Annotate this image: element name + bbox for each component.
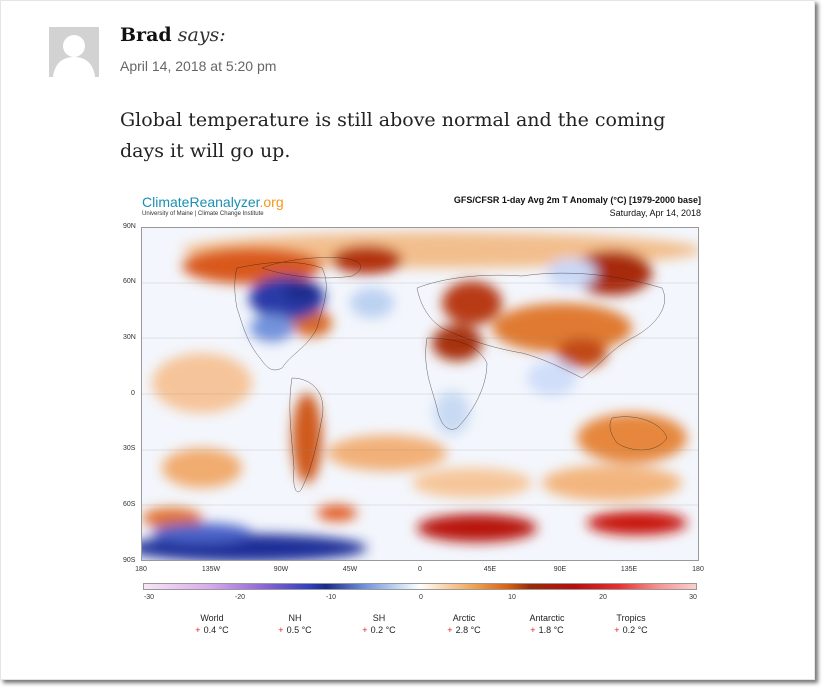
logo-main: ClimateReanalyzer [142,194,260,210]
stat-label: Antarctic [529,613,565,623]
lat-label-0: 0 [131,390,135,397]
stat-value: 0.5 °C [286,625,312,635]
lat-label-90s: 90S [123,557,136,564]
map-title: GFS/CFSR 1-day Avg 2m T Anomaly (°C) [19… [453,195,701,205]
stat-world: World +0.4 °C [177,613,247,635]
climate-reanalyzer-logo: ClimateReanalyzer.org [142,194,284,210]
lon-label-45w: 45W [342,566,358,573]
stat-label: Arctic [452,613,476,623]
stat-value: 2.8 °C [455,625,481,635]
lat-label-30s: 30S [123,445,136,452]
stat-value: 0.4 °C [203,625,229,635]
stat-sh: SH +0.2 °C [344,613,414,635]
plus-sign: + [362,625,368,635]
lat-label-30n: 30N [123,334,136,341]
colorbar-tick: -30 [143,594,155,601]
comment-text: Global temperature is still above normal… [120,109,666,162]
comment-card: Brad says: April 14, 2018 at 5:20 pm Glo… [0,0,815,680]
lon-label-135w: 135W [201,566,221,573]
stat-antarctic: Antarctic +1.8 °C [512,613,582,635]
stat-label: World [200,613,224,623]
author-name[interactable]: Brad [120,24,172,46]
colorbar-tick: -10 [325,594,337,601]
colorbar-tick: 0 [419,594,423,601]
stat-value: 0.2 °C [370,625,396,635]
colorbar-tick: -20 [234,594,246,601]
lon-label-0: 0 [418,566,422,573]
stat-value: 0.2 °C [622,625,648,635]
lat-label-90n: 90N [123,223,136,230]
logo-org: .org [259,194,284,210]
plus-sign: + [530,625,536,635]
plus-sign: + [614,625,620,635]
stat-label: SH [372,613,386,623]
default-user-icon [53,35,95,77]
anomaly-map [141,227,699,561]
lat-label-60n: 60N [123,278,136,285]
lat-label-60s: 60S [123,501,136,508]
temperature-anomaly-figure: ClimateReanalyzer.org University of Main… [119,185,713,645]
lon-label-180e: 180 [692,566,704,573]
colorbar-tick: 10 [508,594,516,601]
lon-label-90w: 90W [273,566,289,573]
map-date: Saturday, Apr 14, 2018 [609,208,701,218]
lon-label-135e: 135E [620,566,638,573]
plus-sign: + [278,625,284,635]
plus-sign: + [447,625,453,635]
stat-value: 1.8 °C [538,625,564,635]
stat-label: NH [288,613,302,623]
stat-tropics: Tropics +0.2 °C [596,613,666,635]
colorbar [143,583,697,590]
world-map-image [142,228,698,560]
stat-arctic: Arctic +2.8 °C [429,613,499,635]
stat-nh: NH +0.5 °C [260,613,330,635]
avatar[interactable] [49,27,99,77]
lon-label-180w: 180 [135,566,147,573]
logo-subtitle: University of Maine | Climate Change Ins… [142,211,264,217]
lon-label-90e: 90E [553,566,567,573]
says-label: says: [177,24,226,46]
stat-label: Tropics [616,613,646,623]
colorbar-tick: 30 [689,594,697,601]
lon-label-45e: 45E [483,566,497,573]
comment-date[interactable]: April 14, 2018 at 5:20 pm [120,58,277,74]
plus-sign: + [195,625,201,635]
colorbar-tick: 20 [599,594,607,601]
comment-author: Brad says: [120,24,226,46]
